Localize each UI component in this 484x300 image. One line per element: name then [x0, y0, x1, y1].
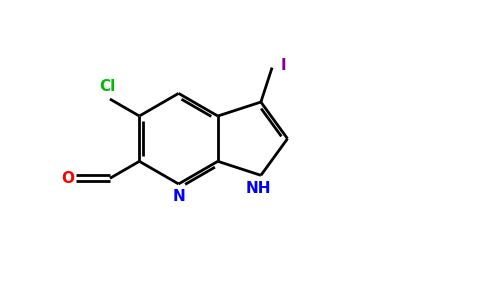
Text: I: I [280, 58, 286, 73]
Text: Cl: Cl [100, 79, 116, 94]
Text: N: N [172, 189, 185, 204]
Text: O: O [61, 171, 75, 186]
Text: NH: NH [246, 181, 272, 196]
